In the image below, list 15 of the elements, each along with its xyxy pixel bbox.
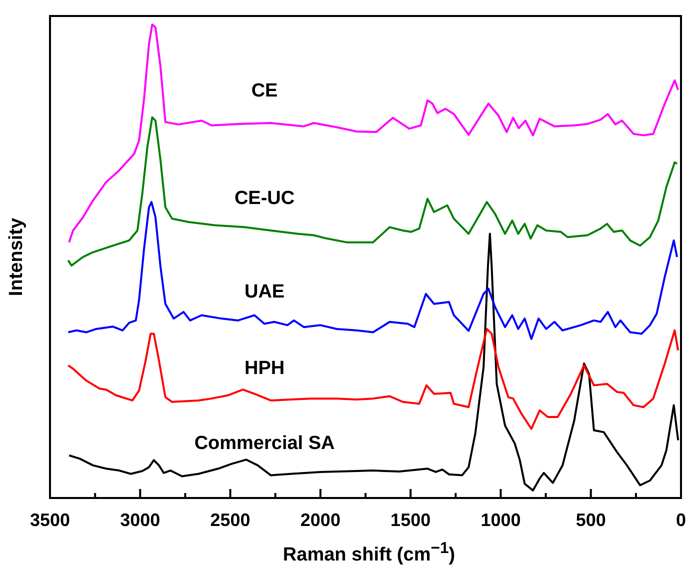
x-axis-title: Raman shift (cm$^{−1}$): [282, 540, 456, 566]
x-tick-label: 0: [676, 510, 686, 530]
series-label: HPH: [244, 358, 285, 380]
x-tick-label: 500: [576, 510, 606, 530]
x-tick-label: 2000: [300, 510, 340, 530]
x-tick-label: 3000: [120, 510, 160, 530]
x-tick-label: 1500: [390, 510, 431, 530]
x-tick-label: 3500: [30, 510, 70, 530]
series-label: CE: [251, 80, 278, 102]
x-tick-label: 1000: [480, 510, 521, 530]
series-label: Commercial SA: [194, 433, 336, 454]
y-axis-title: Intensity: [6, 218, 28, 296]
x-tick-label: 2500: [210, 510, 250, 530]
series-label: CE-UC: [234, 188, 295, 210]
series-label: UAE: [244, 281, 285, 302]
